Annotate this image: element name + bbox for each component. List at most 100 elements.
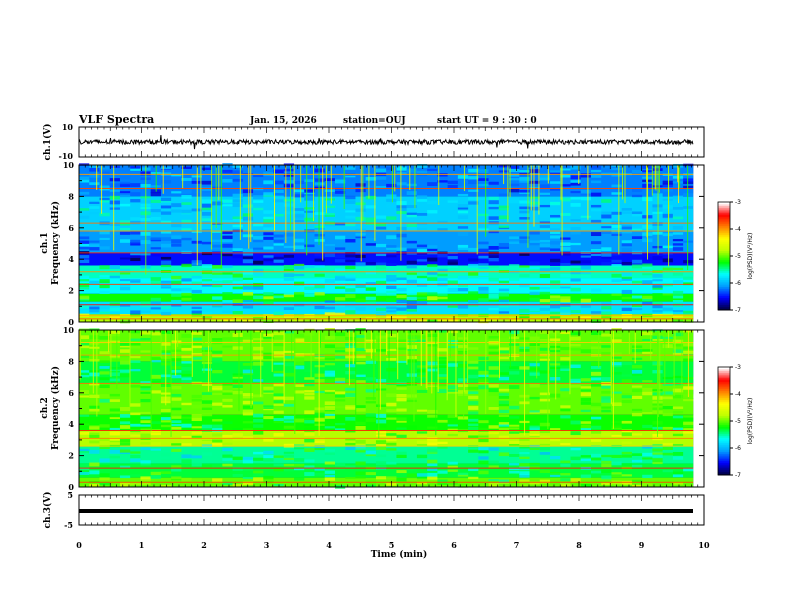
ch2-texture-cell: [601, 406, 612, 409]
ch1-texture-cell: [314, 234, 325, 237]
ch2-colorbar-segment: [718, 421, 730, 424]
ch2-texture-cell: [99, 394, 110, 399]
ch2-texture-cell: [539, 452, 551, 455]
ch1-colorbar-segment: [718, 306, 730, 309]
ch1-texture-cell: [365, 195, 376, 200]
ch2-texture-cell: [672, 415, 684, 419]
ch1-colorbar-segment: [718, 283, 730, 286]
ch1-texture-cell: [498, 292, 510, 297]
ch2-texture-cell: [294, 458, 305, 462]
ch2-texture-cell: [304, 448, 315, 452]
ch1-colorbar-segment: [718, 257, 730, 261]
ch2-texture-cell: [283, 372, 295, 377]
ch2-texture-cell: [509, 454, 520, 457]
ch1-texture-cell: [601, 311, 612, 315]
ch2-texture-cell: [171, 420, 182, 424]
ch1-texture-cell: [601, 302, 612, 306]
ch1-texture-cell: [242, 259, 254, 264]
ch2-texture-cell: [345, 442, 356, 446]
ch2-texture-cell: [355, 445, 366, 449]
ch2-texture-cell: [427, 478, 438, 482]
ch1-colorbar-segment: [718, 295, 730, 298]
ch2-texture-cell: [509, 400, 520, 405]
ch1-texture-cell: [539, 184, 551, 189]
ch2-texture-cell: [201, 433, 213, 438]
ch2-texture-cell: [427, 472, 438, 477]
ch1-texture-cell: [263, 210, 274, 214]
ch2-texture-cell: [140, 386, 151, 389]
ch2-texture-cell: [324, 344, 335, 349]
ch1-ytick-label-1: 2: [68, 286, 74, 296]
ch2-colorbar-segment: [718, 422, 730, 426]
ch2-texture-cell: [222, 405, 233, 408]
ch2-texture-cell: [529, 343, 540, 346]
ch2-texture-cell: [468, 468, 479, 472]
ch1-texture-cell: [662, 258, 673, 263]
ch1-texture-cell: [611, 211, 622, 215]
ch1-texture-cell: [611, 192, 622, 195]
ch1-texture-cell: [294, 208, 305, 211]
ch1-texture-cell: [150, 301, 161, 305]
ch1-texture-cell: [468, 247, 479, 252]
ch2-texture-cell: [662, 469, 673, 473]
ch2-texture-cell: [375, 419, 387, 424]
ch1-texture-cell: [212, 244, 223, 248]
ch1-texture-cell: [631, 264, 643, 269]
ch1-texture-cell: [99, 237, 110, 240]
ch1-texture-cell: [427, 182, 438, 186]
ch1-texture-cell: [89, 240, 100, 243]
ch1-texture-cell: [478, 319, 489, 324]
ch1-texture-cell: [375, 307, 387, 312]
ch1-texture-cell: [457, 215, 469, 219]
ch1-texture-cell: [509, 236, 520, 240]
ch2-texture-cell: [529, 410, 540, 413]
ch2-texture-cell: [119, 360, 131, 365]
ch1-texture-cell: [345, 175, 356, 178]
ch1-texture-cell: [539, 225, 551, 229]
ch1-texture-cell: [283, 199, 295, 202]
ch1-ytick-top: 10: [62, 122, 74, 132]
ch1-texture-cell: [130, 183, 141, 187]
ch2-texture-cell: [140, 476, 151, 480]
ch2-texture-cell: [79, 423, 90, 426]
ch1-texture-cell: [294, 319, 305, 322]
ch2-texture-cell: [99, 384, 110, 389]
ch2-texture-cell: [253, 361, 264, 366]
ch1-texture-cell: [130, 255, 141, 258]
ch1-texture-cell: [324, 279, 335, 283]
ch1-texture-cell: [672, 247, 684, 251]
ch2-texture-cell: [570, 343, 581, 347]
ch2-texture-cell: [560, 473, 571, 476]
ch2-texture-cell: [273, 342, 284, 347]
ch1-texture-cell: [191, 175, 202, 178]
ch1-texture-cell: [488, 200, 499, 205]
ch1-texture-cell: [560, 168, 571, 171]
ch2-texture-cell: [580, 427, 591, 431]
ch2-texture-cell: [672, 482, 684, 485]
ch1-texture-cell: [99, 311, 110, 314]
ch1-texture-cell: [212, 186, 223, 190]
ch2-colorbar-segment: [718, 385, 730, 388]
ch1-texture-cell: [478, 178, 489, 181]
ch2-texture-cell: [672, 352, 684, 356]
ch2-texture-cell: [683, 421, 694, 425]
ch2-texture-cell: [89, 394, 100, 399]
ch2-texture-cell: [550, 393, 561, 398]
ch1-texture-cell: [539, 173, 551, 178]
ch2-texture-cell: [171, 426, 182, 430]
ch2-texture-cell: [570, 331, 581, 334]
ch1-texture-cell: [468, 258, 479, 262]
ch1-texture-cell: [509, 200, 520, 204]
x-tick-label-4: 4: [326, 540, 332, 550]
ch2-texture-cell: [253, 457, 264, 461]
ch2-texture-cell: [519, 452, 530, 455]
ch1-texture-cell: [601, 306, 612, 310]
ch2-texture-cell: [119, 439, 131, 443]
ch1-texture-cell: [580, 316, 591, 320]
ch1-texture-cell: [222, 199, 233, 203]
ch2-texture-cell: [222, 434, 233, 438]
ch2-texture-cell: [140, 381, 151, 384]
ch2-texture-cell: [550, 377, 561, 381]
ch1-texture-cell: [662, 183, 673, 188]
